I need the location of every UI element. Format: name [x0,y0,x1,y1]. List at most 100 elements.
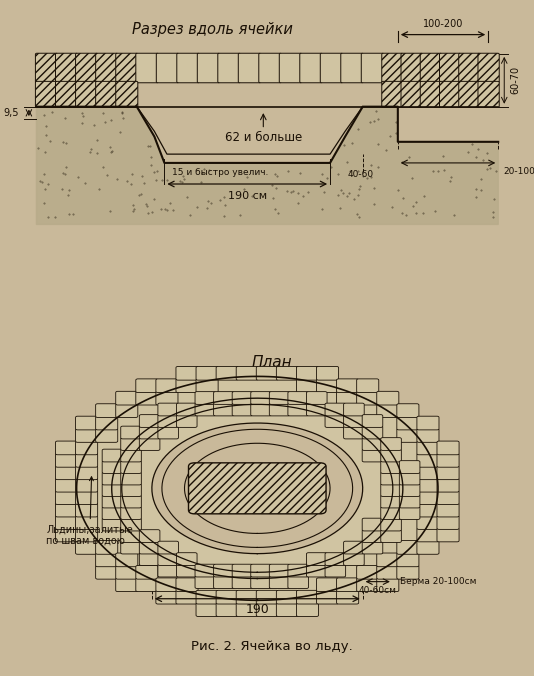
FancyBboxPatch shape [76,479,98,492]
FancyBboxPatch shape [377,565,399,579]
FancyBboxPatch shape [437,441,459,455]
FancyBboxPatch shape [139,437,160,450]
FancyBboxPatch shape [288,403,309,416]
FancyBboxPatch shape [382,81,403,107]
FancyBboxPatch shape [56,503,77,517]
Text: 9,5: 9,5 [3,108,19,118]
FancyBboxPatch shape [56,441,77,455]
FancyBboxPatch shape [357,565,379,579]
FancyBboxPatch shape [176,578,198,592]
FancyBboxPatch shape [116,404,138,418]
FancyBboxPatch shape [478,81,499,107]
FancyBboxPatch shape [381,496,402,508]
FancyBboxPatch shape [343,414,364,427]
FancyBboxPatch shape [96,81,117,107]
FancyBboxPatch shape [399,472,420,485]
FancyBboxPatch shape [158,541,178,554]
FancyBboxPatch shape [216,603,238,617]
FancyBboxPatch shape [288,576,309,589]
FancyBboxPatch shape [121,460,142,473]
FancyBboxPatch shape [362,53,384,82]
FancyBboxPatch shape [381,472,402,485]
FancyBboxPatch shape [195,564,216,577]
FancyBboxPatch shape [325,553,345,565]
FancyBboxPatch shape [116,553,138,566]
FancyBboxPatch shape [116,53,138,82]
FancyBboxPatch shape [362,449,383,462]
FancyBboxPatch shape [232,391,253,404]
FancyBboxPatch shape [362,518,383,531]
FancyBboxPatch shape [417,454,439,467]
FancyBboxPatch shape [397,429,419,442]
FancyBboxPatch shape [116,565,138,579]
FancyBboxPatch shape [256,603,278,617]
FancyBboxPatch shape [76,454,98,467]
FancyBboxPatch shape [439,81,461,107]
Polygon shape [36,107,498,224]
FancyBboxPatch shape [269,403,290,416]
FancyBboxPatch shape [156,590,178,604]
FancyBboxPatch shape [102,484,123,496]
Text: Льдины,залитые
по швам водою: Льдины,залитые по швам водою [46,477,133,546]
FancyBboxPatch shape [121,530,142,542]
FancyBboxPatch shape [296,379,318,393]
FancyBboxPatch shape [417,503,439,517]
Text: 100-200: 100-200 [423,20,463,29]
FancyBboxPatch shape [256,590,278,604]
FancyBboxPatch shape [397,541,419,554]
FancyBboxPatch shape [121,496,142,508]
FancyBboxPatch shape [96,429,117,442]
FancyBboxPatch shape [136,53,158,82]
FancyBboxPatch shape [236,603,258,617]
FancyBboxPatch shape [362,414,383,427]
FancyBboxPatch shape [177,53,199,82]
FancyBboxPatch shape [296,366,318,380]
Text: 190: 190 [246,604,269,617]
FancyBboxPatch shape [325,564,345,577]
FancyBboxPatch shape [259,53,281,82]
FancyBboxPatch shape [156,53,179,82]
FancyBboxPatch shape [176,590,198,604]
FancyBboxPatch shape [76,441,98,455]
FancyBboxPatch shape [357,391,379,405]
FancyBboxPatch shape [397,404,419,418]
FancyBboxPatch shape [116,391,138,405]
FancyBboxPatch shape [56,491,77,504]
Text: 190 см: 190 см [227,191,267,201]
Text: 20-100(Берма): 20-100(Берма) [503,167,534,176]
FancyBboxPatch shape [437,516,459,529]
FancyBboxPatch shape [232,564,253,577]
FancyBboxPatch shape [121,426,142,439]
FancyBboxPatch shape [76,466,98,480]
FancyBboxPatch shape [76,429,98,442]
FancyBboxPatch shape [102,460,123,473]
FancyBboxPatch shape [417,541,439,554]
FancyBboxPatch shape [325,414,345,427]
FancyBboxPatch shape [459,53,480,82]
FancyBboxPatch shape [377,404,399,418]
FancyBboxPatch shape [214,391,234,404]
FancyBboxPatch shape [176,564,197,577]
FancyBboxPatch shape [336,391,359,405]
Text: Разрез вдоль ячейки: Разрез вдоль ячейки [132,22,293,37]
FancyBboxPatch shape [56,454,77,467]
FancyBboxPatch shape [417,528,439,542]
FancyBboxPatch shape [195,403,216,416]
FancyBboxPatch shape [277,366,299,380]
FancyBboxPatch shape [417,429,439,442]
FancyBboxPatch shape [417,479,439,492]
FancyBboxPatch shape [296,590,318,604]
FancyBboxPatch shape [377,578,399,592]
Text: 40-60: 40-60 [348,170,374,179]
FancyBboxPatch shape [56,53,77,82]
FancyBboxPatch shape [401,81,422,107]
FancyBboxPatch shape [307,564,327,577]
FancyBboxPatch shape [397,553,419,566]
FancyBboxPatch shape [176,403,197,416]
FancyBboxPatch shape [232,403,253,416]
FancyBboxPatch shape [269,391,290,404]
FancyBboxPatch shape [96,553,117,566]
FancyBboxPatch shape [216,366,238,380]
FancyBboxPatch shape [139,414,160,427]
FancyBboxPatch shape [320,53,343,82]
